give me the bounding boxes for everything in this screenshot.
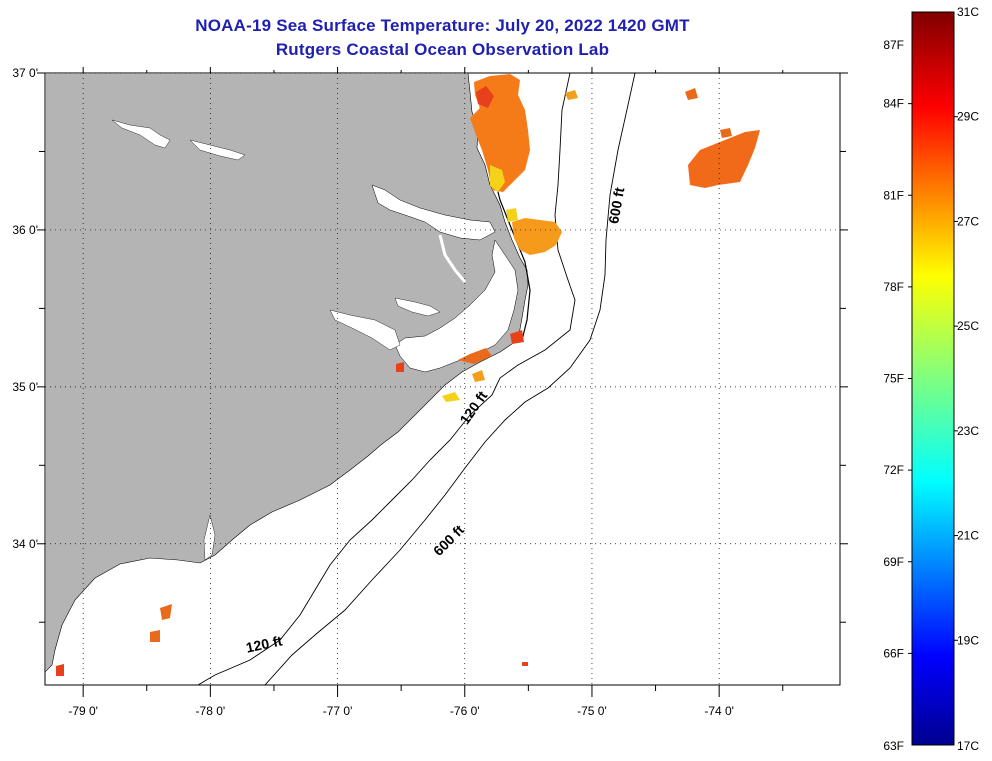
lat-label: 36 0' bbox=[12, 223, 38, 237]
lon-label: -75 0' bbox=[577, 704, 607, 718]
sst-speck-8 bbox=[396, 362, 404, 372]
land-mass bbox=[45, 73, 529, 673]
sst-speck-11 bbox=[56, 664, 64, 676]
lat-label: 35 0' bbox=[12, 380, 38, 394]
colorbar-ticks bbox=[908, 103, 958, 654]
sst-patch-offshore bbox=[688, 130, 760, 188]
colorbar bbox=[911, 11, 955, 746]
lon-label: -74 0' bbox=[704, 704, 734, 718]
contour-600ft bbox=[264, 73, 636, 685]
map-title: NOAA-19 Sea Surface Temperature: July 20… bbox=[195, 16, 690, 35]
colorbar-f-label: 87F bbox=[883, 38, 904, 52]
colorbar-f-label: 84F bbox=[883, 97, 904, 111]
colorbar-f-label: 75F bbox=[883, 372, 904, 386]
colorbar-c-label: 19C bbox=[957, 633, 979, 647]
contour-label: 120 ft bbox=[244, 632, 283, 655]
colorbar-c-label: 31C bbox=[957, 5, 979, 19]
colorbar-f-label: 72F bbox=[883, 463, 904, 477]
cape-fear-estuary bbox=[203, 514, 216, 561]
colorbar-f-label: 81F bbox=[883, 188, 904, 202]
sst-speck-10 bbox=[150, 630, 160, 642]
colorbar-c-label: 21C bbox=[957, 529, 979, 543]
sst-speck-7 bbox=[510, 330, 524, 344]
sst-speck-1 bbox=[565, 90, 578, 100]
chowan-river bbox=[438, 234, 467, 283]
map-subtitle: Rutgers Coastal Ocean Observation Lab bbox=[275, 40, 610, 59]
sst-speck-3 bbox=[720, 128, 732, 138]
albemarle-sound bbox=[371, 184, 496, 241]
colorbar-c-label: 25C bbox=[957, 319, 979, 333]
axis-ticks bbox=[37, 67, 848, 697]
pamlico-river bbox=[394, 297, 441, 317]
axis-labels: -79 0' -78 0' -77 0' -76 0' -75 0' -74 0' 37 0… bbox=[12, 66, 734, 718]
sst-patch-hatteras-yellow bbox=[506, 208, 518, 222]
sst-speck-5 bbox=[472, 370, 485, 382]
contour-label: 600 ft bbox=[605, 186, 627, 225]
sst-speck-9 bbox=[160, 604, 172, 620]
graticule bbox=[45, 72, 840, 685]
colorbar-c-label: 29C bbox=[957, 110, 979, 124]
colorbar-f-label: 63F bbox=[883, 739, 904, 753]
kerr-lake bbox=[111, 119, 171, 149]
lon-label: -78 0' bbox=[196, 704, 226, 718]
colorbar-c-label: 27C bbox=[957, 214, 979, 228]
sst-speck-12 bbox=[522, 662, 528, 666]
pamlico-sound bbox=[394, 239, 519, 373]
lon-label: -77 0' bbox=[323, 704, 353, 718]
sst-speck-6 bbox=[458, 348, 492, 364]
sst-patch-north-red bbox=[476, 86, 494, 108]
colorbar-f-label: 78F bbox=[883, 280, 904, 294]
gaston-lake bbox=[189, 139, 246, 161]
lat-label: 34 0' bbox=[12, 537, 38, 551]
colorbar-c-label: 23C bbox=[957, 424, 979, 438]
lon-label: -76 0' bbox=[450, 704, 480, 718]
sst-speck-2 bbox=[685, 88, 698, 100]
lon-label: -79 0' bbox=[68, 704, 98, 718]
sst-patch-hatteras bbox=[512, 218, 562, 255]
colorbar-labels: 87F 84F 81F 78F 75F 72F 69F 66F 63F 31C 29C 27C 25C 2… bbox=[883, 5, 979, 753]
sst-patch-north-yellow bbox=[490, 165, 505, 192]
colorbar-f-label: 69F bbox=[883, 555, 904, 569]
sst-speck-4 bbox=[442, 392, 460, 402]
colorbar-f-label: 66F bbox=[883, 646, 904, 660]
neuse-river bbox=[329, 309, 401, 351]
lat-label: 37 0' bbox=[12, 66, 38, 80]
colorbar-c-label: 17C bbox=[957, 739, 979, 753]
